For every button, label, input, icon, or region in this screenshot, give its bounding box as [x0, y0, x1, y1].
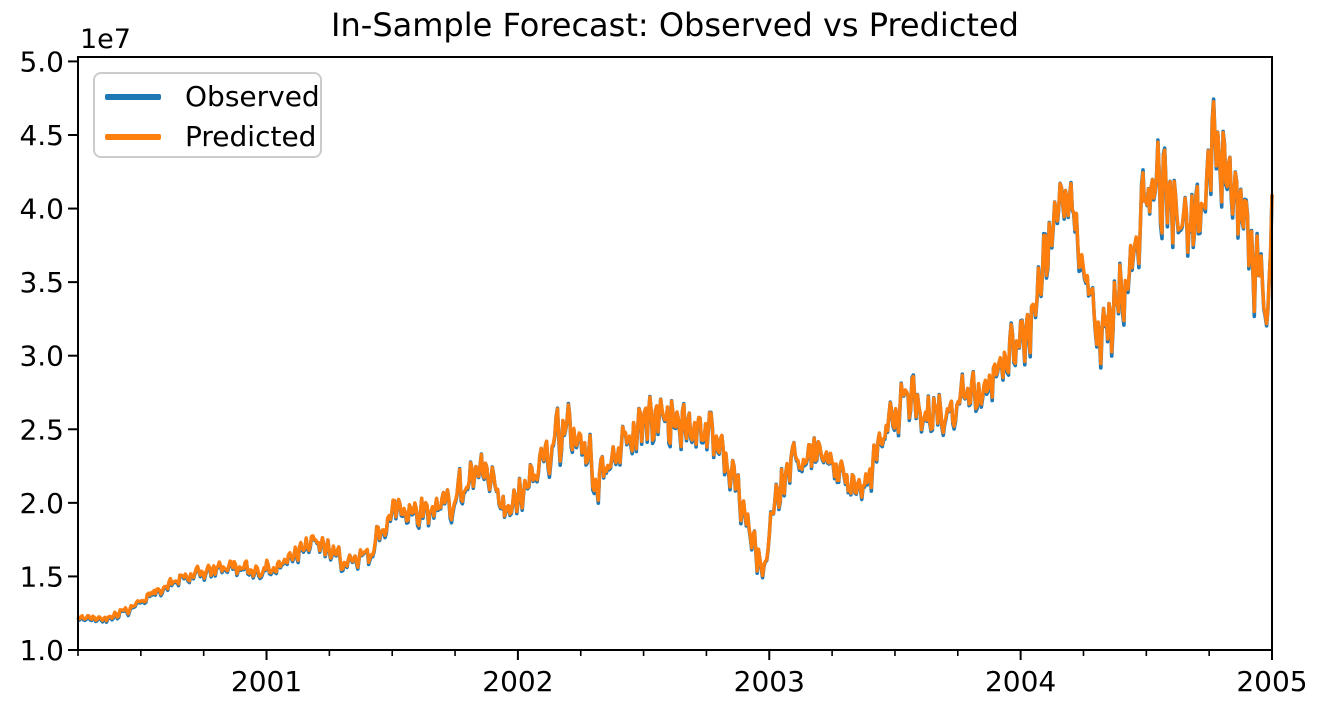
observed-line	[76, 97, 1274, 624]
legend-item-predicted: Predicted	[105, 117, 320, 157]
legend-label-predicted: Predicted	[185, 120, 317, 153]
x-tick-label: 2004	[985, 665, 1056, 698]
y-tick-label: 3.0	[19, 340, 64, 373]
y-tick-label: 1.0	[19, 634, 64, 667]
y-tick-label: 2.0	[19, 487, 64, 520]
y-axis-offset-label: 1e7	[80, 24, 131, 55]
y-tick-label: 3.5	[19, 266, 64, 299]
predicted-line-swatch	[105, 134, 161, 140]
y-tick-label: 4.5	[19, 119, 64, 152]
y-tick-label: 4.0	[19, 193, 64, 226]
y-tick-label: 5.0	[19, 45, 64, 78]
y-tick-label: 2.5	[19, 413, 64, 446]
axes-spines	[77, 56, 1273, 651]
chart-title: In-Sample Forecast: Observed vs Predicte…	[331, 6, 1019, 44]
legend: Observed Predicted	[93, 72, 322, 158]
observed-line-swatch	[105, 94, 161, 100]
x-tick-label: 2001	[231, 665, 302, 698]
legend-item-observed: Observed	[105, 77, 320, 117]
x-tick-label: 2005	[1236, 665, 1307, 698]
predicted-line	[76, 100, 1274, 623]
x-tick-label: 2003	[734, 665, 805, 698]
y-tick-label: 1.5	[19, 560, 64, 593]
legend-label-observed: Observed	[185, 80, 320, 113]
x-tick-label: 2002	[482, 665, 553, 698]
